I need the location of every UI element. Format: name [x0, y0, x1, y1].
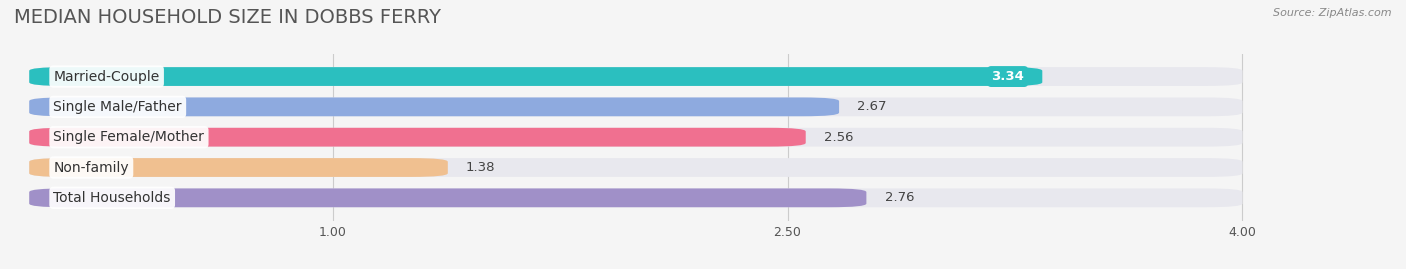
Text: 1.38: 1.38 [465, 161, 495, 174]
Text: 3.34: 3.34 [991, 70, 1024, 83]
FancyBboxPatch shape [30, 67, 1042, 86]
Text: Single Male/Father: Single Male/Father [53, 100, 181, 114]
FancyBboxPatch shape [30, 158, 447, 177]
FancyBboxPatch shape [30, 67, 1243, 86]
FancyBboxPatch shape [30, 189, 1243, 207]
FancyBboxPatch shape [30, 128, 1243, 147]
Text: 2.67: 2.67 [858, 100, 887, 113]
Text: Source: ZipAtlas.com: Source: ZipAtlas.com [1274, 8, 1392, 18]
FancyBboxPatch shape [30, 189, 866, 207]
FancyBboxPatch shape [30, 97, 839, 116]
FancyBboxPatch shape [30, 158, 1243, 177]
FancyBboxPatch shape [30, 97, 1243, 116]
Text: 2.76: 2.76 [884, 191, 914, 204]
Text: Non-family: Non-family [53, 161, 129, 175]
Text: MEDIAN HOUSEHOLD SIZE IN DOBBS FERRY: MEDIAN HOUSEHOLD SIZE IN DOBBS FERRY [14, 8, 441, 27]
Text: Married-Couple: Married-Couple [53, 70, 160, 84]
Text: 2.56: 2.56 [824, 131, 853, 144]
Text: Single Female/Mother: Single Female/Mother [53, 130, 204, 144]
FancyBboxPatch shape [30, 128, 806, 147]
Text: Total Households: Total Households [53, 191, 172, 205]
